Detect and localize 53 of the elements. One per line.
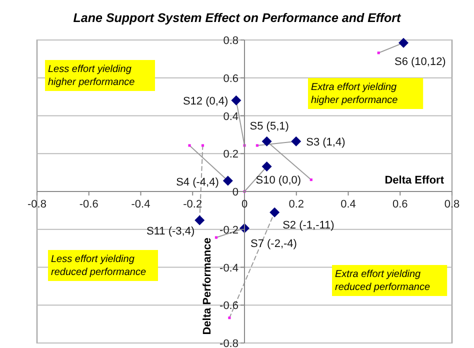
note-box: Extra effort yielding reduced performance bbox=[332, 265, 448, 296]
annotation: Extra effort yielding higher performance bbox=[311, 82, 398, 106]
y-tick-label: 0.4 bbox=[223, 110, 238, 123]
x-tick-label: 0.2 bbox=[288, 198, 304, 210]
annotation: Less effort yielding higher performance bbox=[48, 64, 136, 88]
annotation: S10 (0,0) bbox=[256, 174, 302, 187]
y-tick-label: -0.4 bbox=[220, 262, 238, 274]
annotation: S4 (-4,4) bbox=[176, 176, 219, 189]
y-tick-label: 0.6 bbox=[223, 72, 238, 85]
point bbox=[310, 178, 312, 182]
annotation: Extra effort yielding reduced performance bbox=[335, 269, 430, 293]
x-tick-label: -0.6 bbox=[79, 198, 98, 210]
annotation: S6 (10,12) bbox=[394, 56, 446, 68]
x-tick-label: 0.6 bbox=[392, 198, 408, 210]
x-tick-label: -0.8 bbox=[28, 198, 46, 210]
x-tick-label: 0.4 bbox=[340, 198, 356, 210]
point bbox=[222, 176, 233, 186]
point bbox=[201, 144, 204, 147]
point bbox=[188, 144, 191, 147]
point bbox=[270, 207, 280, 218]
note-box: Less effort yielding reduced performance bbox=[48, 250, 158, 281]
y-tick-label: -0.8 bbox=[220, 338, 238, 348]
point bbox=[398, 38, 408, 48]
y-tick-label: 0.8 bbox=[223, 35, 238, 47]
chart-title: Lane Support System Effect on Performance and Effort bbox=[73, 11, 402, 25]
annotation: S5 (5,1) bbox=[250, 120, 289, 132]
x-tick-label: -0.4 bbox=[131, 198, 150, 210]
y-tick-label: -0.2 bbox=[220, 224, 238, 236]
x-tick-label: 0.8 bbox=[444, 198, 460, 210]
annotation: S2 (-1,-11) bbox=[282, 219, 334, 232]
point bbox=[377, 52, 380, 54]
point bbox=[256, 144, 259, 147]
point bbox=[291, 136, 302, 146]
y-tick-label: 0.2 bbox=[223, 148, 238, 161]
x-tick-label: 0 bbox=[241, 198, 248, 210]
annotation: S7 (-2,-4) bbox=[250, 238, 297, 250]
point bbox=[214, 236, 218, 239]
annotation: Less effort yielding reduced performance bbox=[51, 254, 146, 278]
point bbox=[231, 95, 242, 106]
point bbox=[228, 316, 231, 320]
x-tick-label: -0.2 bbox=[183, 198, 202, 210]
note-box: Extra effort yielding higher performance bbox=[308, 78, 424, 109]
annotation: S3 (1,4) bbox=[306, 136, 346, 148]
point bbox=[194, 215, 205, 226]
y-tick-label: -0.6 bbox=[220, 300, 238, 312]
note-box: Less effort yielding higher performance bbox=[45, 60, 155, 91]
point bbox=[262, 162, 272, 172]
x-axis-title: Delta Effort bbox=[384, 174, 444, 186]
annotation: S11 (-3,4) bbox=[146, 225, 195, 238]
annotation: S12 (0,4) bbox=[182, 95, 228, 108]
y-axis-title: Delta Performance bbox=[202, 238, 214, 335]
point bbox=[262, 136, 272, 146]
y-tick-label: 0 bbox=[232, 186, 238, 198]
